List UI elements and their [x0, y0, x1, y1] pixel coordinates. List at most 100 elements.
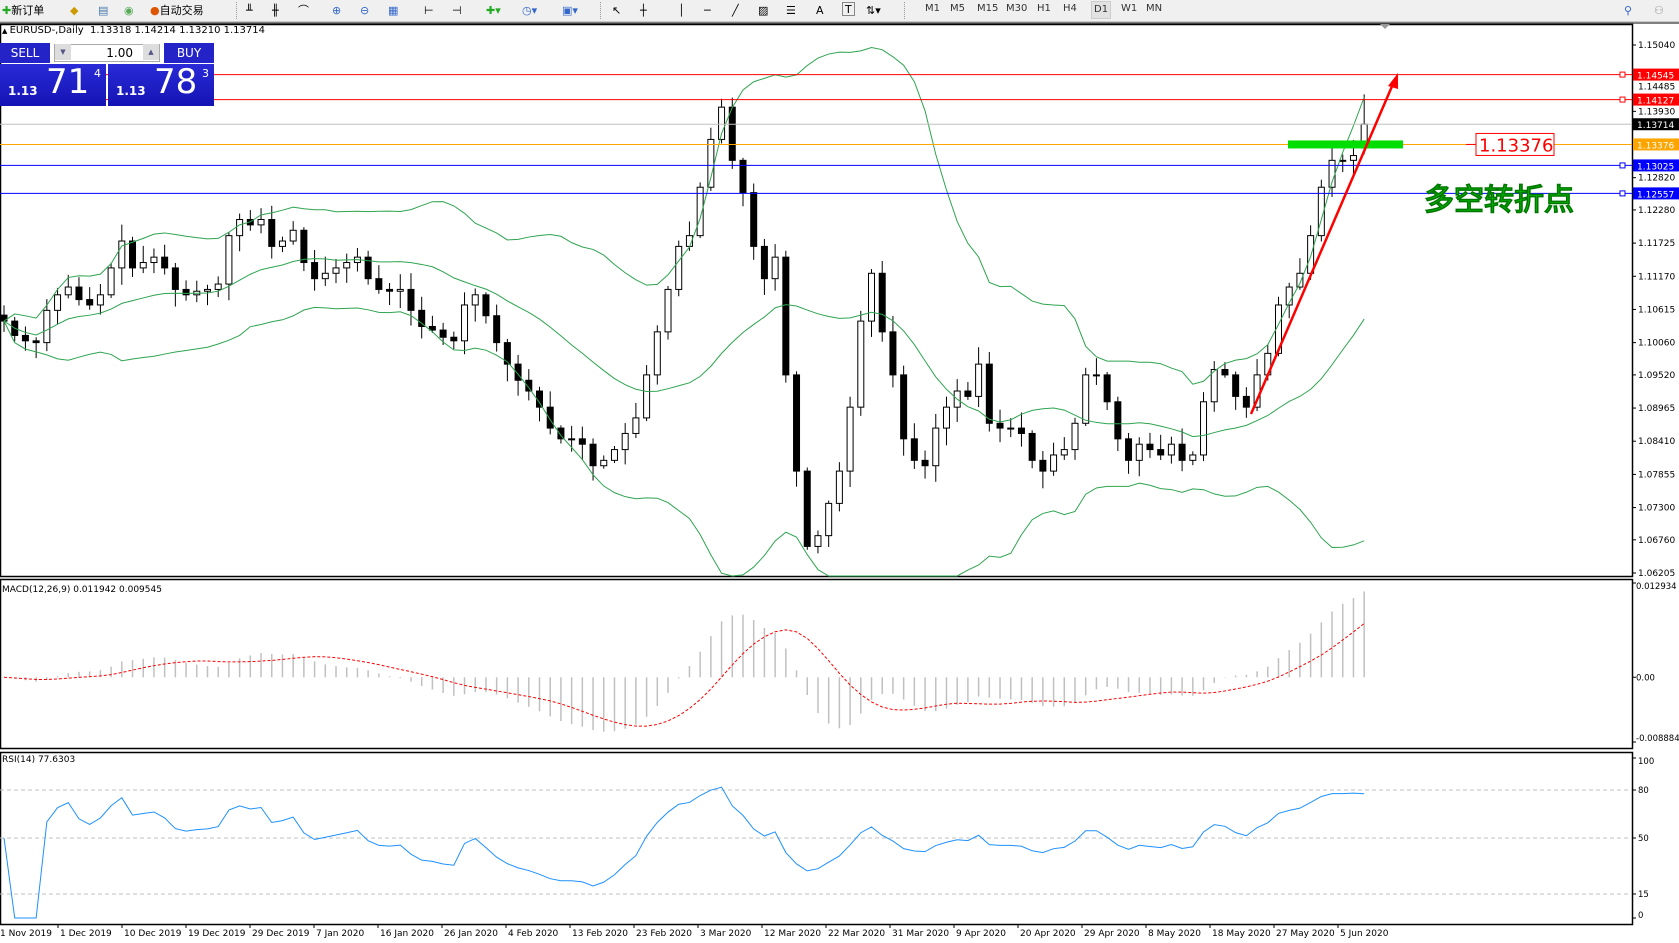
fibonacci-icon[interactable]: ☰	[786, 4, 796, 17]
price-tick-label: 1.06760	[1638, 536, 1675, 546]
autoscroll-icon[interactable]: ⊣	[452, 4, 462, 17]
timeframe-m1[interactable]: M1	[925, 3, 940, 14]
bull-candle	[610, 449, 618, 461]
timeframe-m5[interactable]: M5	[950, 3, 965, 14]
bear-candle	[760, 245, 768, 280]
bear-candle	[1125, 438, 1133, 461]
bull-candle	[214, 283, 222, 290]
timeframe-h1[interactable]: H1	[1037, 3, 1051, 14]
candles	[0, 94, 1368, 554]
rsi-tick-label: 100	[1638, 757, 1654, 767]
periods-icon[interactable]: ◷▾	[522, 4, 538, 17]
bull-candle	[203, 288, 211, 292]
tile-windows-icon[interactable]: ▦	[388, 4, 399, 17]
bollinger-lower-band	[3, 306, 1365, 577]
crosshair-icon[interactable]: ┼	[640, 4, 647, 17]
price-tick-label: 1.08965	[1638, 404, 1675, 414]
bull-candle	[835, 470, 843, 504]
bear-candle	[75, 286, 83, 301]
timeframe-d1[interactable]: D1	[1091, 1, 1112, 19]
lot-size-input[interactable]: 1.00	[54, 44, 160, 62]
zoom-in-icon[interactable]: ⊕	[332, 4, 342, 17]
level-handle	[1619, 190, 1626, 197]
new-order-button[interactable]: ✚新订单	[2, 4, 45, 17]
bull-candle	[278, 240, 286, 247]
chart-canvas[interactable]: 1.15040 1.14485 1.13930 1.12820 1.12280 1.117…	[0, 22, 1679, 940]
timeframe-w1[interactable]: W1	[1121, 3, 1138, 14]
bull-candle	[1007, 427, 1015, 430]
date-tick-label: 27 May 2020	[1276, 929, 1335, 939]
bull-candle	[1060, 449, 1068, 456]
bear-candle	[482, 294, 490, 317]
bull-candle	[1135, 443, 1143, 461]
bull-candle	[707, 138, 715, 188]
bear-candle	[1028, 432, 1036, 461]
bear-candle	[514, 363, 522, 381]
bull-candle	[150, 256, 158, 264]
templates-icon[interactable]: ▣▾	[562, 4, 578, 17]
trendline-icon[interactable]: ╱	[732, 4, 739, 17]
toolbar: ✚新订单 ◆ ▤ ◉ ●自动交易 ╨ ╫ ⌒ ⊕ ⊖ ▦ ⊢ ⊣ ✚▾ ◷▾ ▣…	[0, 0, 1679, 22]
history-icon[interactable]: ◆	[70, 4, 79, 17]
price-level-label: 1.13376	[1637, 141, 1674, 151]
zoom-out-icon[interactable]: ⊖	[360, 4, 370, 17]
level-handle	[1619, 71, 1626, 78]
bear-candle	[21, 334, 29, 342]
bear-candle	[557, 427, 565, 440]
date-tick-label: 13 Feb 2020	[572, 929, 628, 939]
price-tick-label: 1.12280	[1638, 206, 1675, 216]
search-icon[interactable]: ⚲	[1624, 4, 1633, 17]
timeframe-h4[interactable]: H4	[1063, 3, 1077, 14]
one-click-trading-panel: SELL 1.00 ▼ ▲ BUY 1.13 71 4 1.13 78 3	[0, 43, 216, 106]
chart-window[interactable]: 1.15040 1.14485 1.13930 1.12820 1.12280 1.117…	[0, 22, 1679, 940]
bear-candle	[910, 438, 918, 461]
price-level-label-bg	[1633, 68, 1679, 81]
line-chart-icon[interactable]: ⌒	[298, 4, 309, 17]
price-tick-label: 1.13930	[1638, 107, 1675, 117]
signals-icon[interactable]: ◉	[124, 4, 134, 17]
bear-candle	[364, 256, 372, 280]
vertical-line-icon[interactable]: │	[678, 4, 685, 17]
lot-decrease-button[interactable]: ▼	[55, 44, 71, 60]
bull-candle	[64, 286, 72, 296]
price-level-label-bg	[1633, 118, 1679, 131]
ask-price[interactable]: 1.13 78 3	[108, 62, 214, 106]
bull-candle	[1285, 286, 1293, 306]
indicators-icon[interactable]: ✚▾	[486, 4, 501, 17]
timeframe-m15[interactable]: M15	[977, 3, 999, 14]
price-level-label: 1.12557	[1637, 190, 1674, 200]
ohlc-values: 1.13318 1.14214 1.13210 1.13714	[90, 25, 265, 36]
bear-candle	[921, 459, 929, 467]
chart-shift-icon[interactable]: ⊢	[424, 4, 434, 17]
buy-button[interactable]: BUY	[164, 43, 214, 63]
bear-candle	[439, 329, 447, 338]
price-level-label: 1.13714	[1637, 121, 1674, 131]
bear-candle	[793, 374, 801, 472]
date-tick-label: 16 Jan 2020	[380, 929, 434, 939]
trend-arrow-line	[1249, 83, 1395, 415]
lot-increase-button[interactable]: ▲	[143, 44, 159, 60]
timeframe-mn[interactable]: MN	[1146, 3, 1163, 14]
timeframe-m30[interactable]: M30	[1006, 3, 1028, 14]
horizontal-line-icon[interactable]: ─	[704, 4, 711, 17]
price-tick-label: 1.07300	[1638, 504, 1675, 514]
candlestick-icon[interactable]: ╫	[272, 4, 279, 17]
arrows-icon[interactable]: ⇅▾	[866, 4, 881, 17]
cursor-icon[interactable]: ↖	[612, 4, 622, 17]
text-label-icon[interactable]: T	[842, 2, 855, 16]
price-level-label: 1.14127	[1637, 97, 1674, 107]
community-icon[interactable]: ⚇	[1654, 4, 1664, 17]
bull-candle	[321, 272, 329, 280]
date-tick-label: 23 Feb 2020	[636, 929, 692, 939]
sell-button[interactable]: SELL	[0, 43, 50, 63]
text-icon[interactable]: A	[816, 4, 824, 17]
price-level-label-bg	[1633, 159, 1679, 172]
bull-candle	[568, 438, 576, 441]
price-tick-label: 1.09520	[1638, 371, 1675, 381]
auto-trading-button[interactable]: ●自动交易	[150, 4, 204, 17]
bear-candle	[418, 309, 426, 327]
market-watch-icon[interactable]: ▤	[98, 4, 109, 17]
equidistant-channel-icon[interactable]: ▨	[758, 4, 769, 17]
bar-chart-icon[interactable]: ╨	[246, 4, 253, 17]
bid-price[interactable]: 1.13 71 4	[0, 62, 106, 106]
